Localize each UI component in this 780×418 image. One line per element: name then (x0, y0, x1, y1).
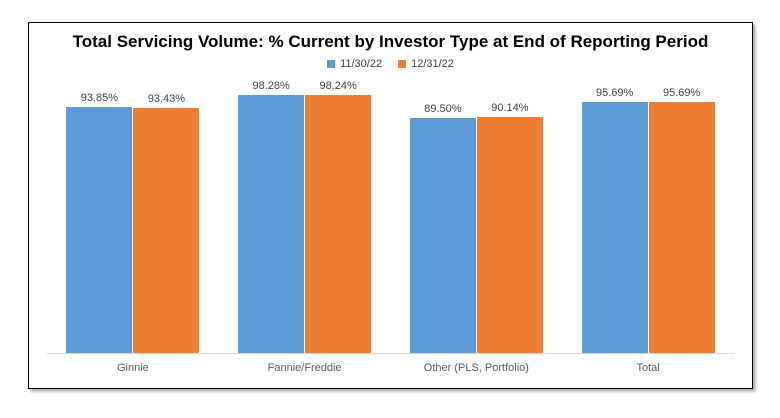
bar-value-label: 90.14% (491, 101, 529, 114)
legend-label-series-2: 12/31/22 (411, 58, 454, 70)
bar-value-label: 95.69% (595, 86, 634, 99)
bar-group: 89.50% 90.14% (391, 74, 563, 353)
bar-column: 95.69% (581, 86, 648, 353)
legend: 11/30/22 12/31/22 (29, 58, 752, 70)
bar-11/30/22 (238, 95, 305, 353)
bar-12/31/22 (305, 95, 372, 353)
legend-swatch-orange-icon (398, 60, 407, 68)
chart-frame: Total Servicing Volume: % Current by Inv… (28, 22, 753, 389)
category-label: Ginnie (116, 362, 149, 374)
bar-column: 93.43% (133, 92, 200, 353)
bar-value-label: 93.43% (147, 92, 186, 105)
bar-group: 95.69% 95.69% (562, 74, 734, 353)
bar-11/30/22 (581, 101, 648, 353)
bar-12/31/22 (476, 116, 543, 353)
bar-value-label: 95.69% (662, 86, 701, 99)
bar-column: 90.14% (476, 101, 543, 353)
legend-item-series-2: 12/31/22 (398, 58, 454, 70)
bar-column: 89.50% (409, 103, 476, 353)
bar-column: 98.28% (238, 80, 305, 353)
plot-area: 93.85% 93.43% 98.28% 98.24% 89.50% 90.14% 95.6… (47, 74, 734, 354)
category-label: Total (636, 362, 660, 374)
bar-11/30/22 (66, 106, 133, 353)
chart-title: Total Servicing Volume: % Current by Inv… (72, 32, 709, 51)
x-axis: Ginnie Fannie/Freddie Other (PLS, Portfoli… (47, 354, 734, 374)
bar-value-label: 98.28% (252, 80, 290, 93)
category-label: Other (PLS, Portfolio) (423, 362, 529, 374)
legend-swatch-blue-icon (327, 60, 336, 68)
bar-column: 95.69% (648, 86, 715, 353)
bar-column: 98.24% (305, 80, 372, 353)
legend-label-series-1: 11/30/22 (340, 58, 383, 70)
bar-value-label: 98.24% (319, 80, 357, 93)
bar-11/30/22 (409, 118, 476, 353)
bar-value-label: 89.50% (424, 103, 462, 116)
legend-item-series-1: 11/30/22 (327, 58, 382, 70)
bar-value-label: 93.85% (80, 91, 119, 104)
bar-column: 93.85% (66, 91, 133, 353)
bar-12/31/22 (133, 107, 200, 353)
bar-group: 93.85% 93.43% (47, 74, 219, 353)
category-label: Fannie/Freddie (267, 362, 342, 374)
bar-12/31/22 (648, 101, 715, 353)
bar-group: 98.28% 98.24% (219, 74, 391, 353)
